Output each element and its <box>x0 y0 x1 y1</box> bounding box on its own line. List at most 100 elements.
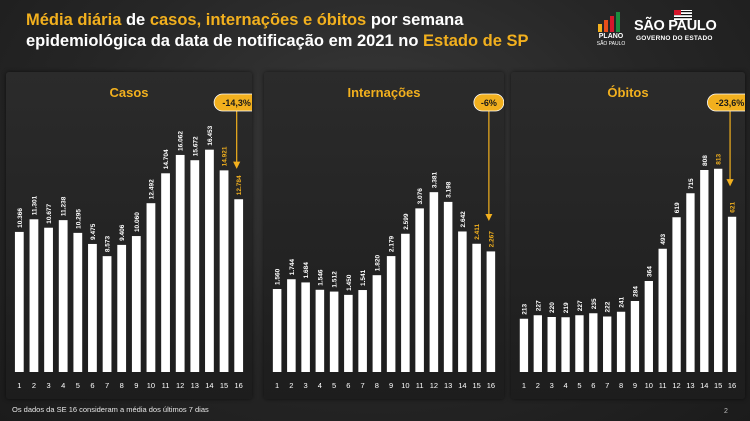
data-label: 220 <box>549 302 556 313</box>
data-label: 10.366 <box>17 208 24 228</box>
title-part: por semana epidemiológica da data de not… <box>26 11 464 50</box>
chart-internacoes: Internações 1.560 1 1.744 2 1.684 3 1.546 4 1.512… <box>272 85 504 390</box>
bar <box>234 199 244 372</box>
data-label: 15.672 <box>192 136 199 156</box>
bar <box>272 289 282 372</box>
x-tick-label: 14 <box>458 381 466 390</box>
x-tick-label: 1 <box>275 381 279 390</box>
bar <box>700 170 709 372</box>
bar <box>472 243 481 372</box>
data-label: 16.062 <box>178 131 185 151</box>
footnote: Os dados da SE 16 consideram a média dos… <box>12 405 209 414</box>
title-part: de <box>121 11 150 29</box>
x-tick-label: 13 <box>444 381 452 390</box>
data-label: 3.381 <box>431 172 438 189</box>
x-tick-label: 16 <box>728 381 736 390</box>
data-label: 11.238 <box>61 196 68 216</box>
bar <box>58 220 68 372</box>
x-tick-label: 12 <box>672 381 680 390</box>
change-badge-label: -14,3% <box>222 98 251 108</box>
data-label: 219 <box>563 302 570 313</box>
bar <box>519 318 529 372</box>
x-tick-label: 4 <box>61 381 65 390</box>
bar <box>714 168 723 372</box>
bar <box>443 201 453 372</box>
bar <box>301 282 310 372</box>
bar <box>344 294 353 372</box>
change-badge <box>707 93 745 112</box>
data-label: 3.076 <box>417 188 424 205</box>
bar <box>219 170 229 372</box>
x-tick-label: 2 <box>536 381 540 390</box>
bar <box>329 291 339 372</box>
bar <box>575 315 584 372</box>
data-label: 241 <box>619 297 626 308</box>
sp-logo-subtitle: GOVERNO DO ESTADO <box>636 35 713 42</box>
data-label: 1.512 <box>332 271 339 288</box>
x-tick-label: 9 <box>633 381 637 390</box>
x-tick-label: 8 <box>120 381 124 390</box>
data-label: 2.179 <box>389 235 396 252</box>
data-label: 10.677 <box>46 203 53 223</box>
bar <box>131 236 141 372</box>
bar <box>429 192 439 372</box>
data-label: 284 <box>632 286 639 297</box>
bar <box>401 233 410 372</box>
bar <box>547 317 556 372</box>
data-label: 14.704 <box>163 149 170 169</box>
x-tick-label: 4 <box>563 381 567 390</box>
x-tick-label: 15 <box>220 381 228 390</box>
bar <box>589 313 598 372</box>
x-tick-label: 6 <box>591 381 595 390</box>
x-tick-label: 14 <box>205 381 213 390</box>
bar <box>14 231 24 372</box>
x-tick-label: 14 <box>700 381 708 390</box>
data-label: 12.492 <box>148 179 155 199</box>
data-label: 10.060 <box>134 212 141 232</box>
x-tick-label: 1 <box>522 381 526 390</box>
data-label: 11.301 <box>31 195 38 215</box>
x-tick-label: 7 <box>605 381 609 390</box>
data-label: 9.475 <box>90 223 97 240</box>
page-number: 2 <box>724 408 728 415</box>
x-tick-label: 12 <box>430 381 438 390</box>
sp-logo-name: SÃO PAULO <box>634 18 717 34</box>
x-tick-label: 3 <box>550 381 554 390</box>
bar <box>644 281 653 372</box>
chart-title: Casos <box>109 85 148 100</box>
x-tick-label: 11 <box>416 381 424 390</box>
data-label: 8.573 <box>105 235 112 252</box>
bar <box>175 154 185 372</box>
x-tick-label: 16 <box>235 381 243 390</box>
data-label: 10.295 <box>75 209 82 229</box>
bar <box>102 256 112 372</box>
bar <box>190 160 200 372</box>
bar <box>287 279 296 372</box>
x-tick-label: 10 <box>645 381 653 390</box>
panel-casos: Casos 10.366 1 11.301 2 10.677 3 11.238 4 10.295 5… <box>6 72 252 399</box>
bar <box>415 208 424 372</box>
data-label: 715 <box>688 178 695 189</box>
data-label: 813 <box>716 154 723 165</box>
bar <box>88 243 97 372</box>
data-label: 2.267 <box>488 231 495 248</box>
data-label: 14.921 <box>222 146 229 166</box>
x-tick-label: 5 <box>76 381 80 390</box>
x-tick-label: 3 <box>46 381 50 390</box>
x-tick-label: 8 <box>619 381 623 390</box>
data-label: 227 <box>577 300 584 311</box>
sp-flag-icon <box>674 10 692 20</box>
x-tick-label: 4 <box>318 381 322 390</box>
data-label: 9.406 <box>119 224 126 241</box>
x-tick-label: 11 <box>659 381 667 390</box>
x-tick-label: 10 <box>147 381 155 390</box>
x-tick-label: 3 <box>304 381 308 390</box>
data-label: 222 <box>605 301 612 312</box>
bar <box>73 232 83 372</box>
x-tick-label: 7 <box>361 381 365 390</box>
bar <box>658 248 667 372</box>
data-label: 364 <box>646 266 653 277</box>
bar <box>205 149 214 372</box>
title-part: Estado de SP <box>423 32 529 50</box>
data-label: 3.198 <box>446 181 453 198</box>
